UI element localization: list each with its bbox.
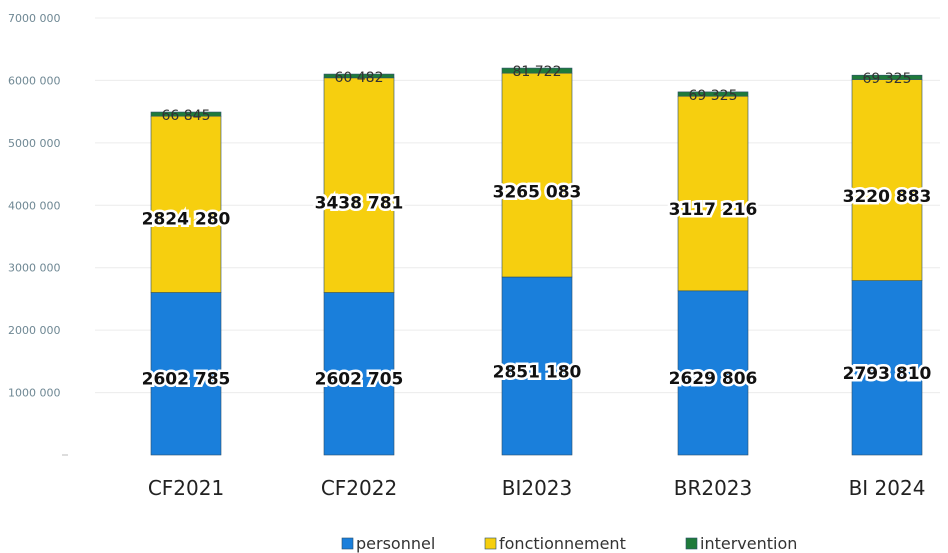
data-label-personnel: 2851 180 (493, 362, 582, 382)
bar-segment-personnel (677, 290, 749, 456)
bar-segment-fonctionnement (150, 115, 222, 293)
data-label-personnel: 2602 785 (142, 370, 231, 390)
bar-segment-fonctionnement (851, 79, 923, 281)
data-label-personnel: 2602 705 (315, 370, 404, 390)
y-tick-label: 3000 000 (8, 262, 61, 275)
bar-segment-intervention (323, 73, 395, 79)
bar-segment-intervention (677, 91, 749, 97)
data-label-personnel: 2629 806 (669, 369, 758, 389)
bar-segment-intervention (150, 111, 222, 117)
data-label-intervention: 81 722 (513, 64, 562, 80)
legend-swatch-fonctionnement (484, 537, 497, 550)
x-axis-categories: CF2021 CF2022 BI2023 BR2023 BI 2024 (148, 476, 926, 500)
legend-swatch-personnel (341, 537, 354, 550)
x-category-label: BR2023 (674, 476, 753, 500)
bar-segment-fonctionnement (501, 72, 573, 278)
y-axis-ticks: 1000 000 2000 000 3000 000 4000 000 5000 000… (8, 12, 68, 456)
data-label-fonctionnement: 3117 216 (669, 200, 758, 220)
bar-segment-intervention (851, 74, 923, 80)
y-tick-label: 5000 000 (8, 137, 61, 150)
data-label-personnel: 2793 810 (843, 364, 932, 384)
y-tick-label: 4000 000 (8, 199, 61, 212)
y-tick-label: 1000 000 (8, 387, 61, 400)
data-labels: 2602 785 2824 280 66 845 2602 705 3438 781 60… (139, 64, 934, 392)
y-tick-label: 6000 000 (8, 74, 61, 87)
legend-swatch-intervention (685, 537, 698, 550)
bars (150, 67, 923, 456)
data-label-fonctionnement: 3220 883 (843, 187, 932, 207)
bar-segment-personnel (150, 292, 222, 456)
x-category-label: BI2023 (502, 476, 573, 500)
bar-segment-fonctionnement (323, 77, 395, 293)
data-label-fonctionnement: 3265 083 (493, 182, 582, 202)
x-category-label: CF2022 (321, 476, 397, 500)
data-label-fonctionnement: 2824 280 (142, 209, 231, 229)
data-label-intervention: 60 482 (335, 70, 384, 86)
data-label-intervention: 69 325 (863, 71, 912, 87)
data-label-intervention: 66 845 (162, 108, 211, 124)
bar-segment-personnel (851, 280, 923, 456)
x-category-label: BI 2024 (849, 476, 926, 500)
legend-label-fonctionnement: fonctionnement (499, 534, 626, 553)
bar-segment-intervention (501, 67, 573, 74)
data-label-fonctionnement: 3438 781 (315, 193, 404, 213)
bar-segment-fonctionnement (677, 95, 749, 292)
y-tick-label: 2000 000 (8, 324, 61, 337)
legend: personnel fonctionnement intervention (341, 534, 797, 553)
y-tick-label: 7000 000 (8, 12, 61, 25)
legend-label-personnel: personnel (356, 534, 435, 553)
bar-segment-personnel (323, 292, 395, 456)
x-category-label: CF2021 (148, 476, 224, 500)
legend-label-intervention: intervention (700, 534, 797, 553)
bar-segment-personnel (501, 276, 573, 456)
data-label-intervention: 69 325 (689, 88, 738, 104)
